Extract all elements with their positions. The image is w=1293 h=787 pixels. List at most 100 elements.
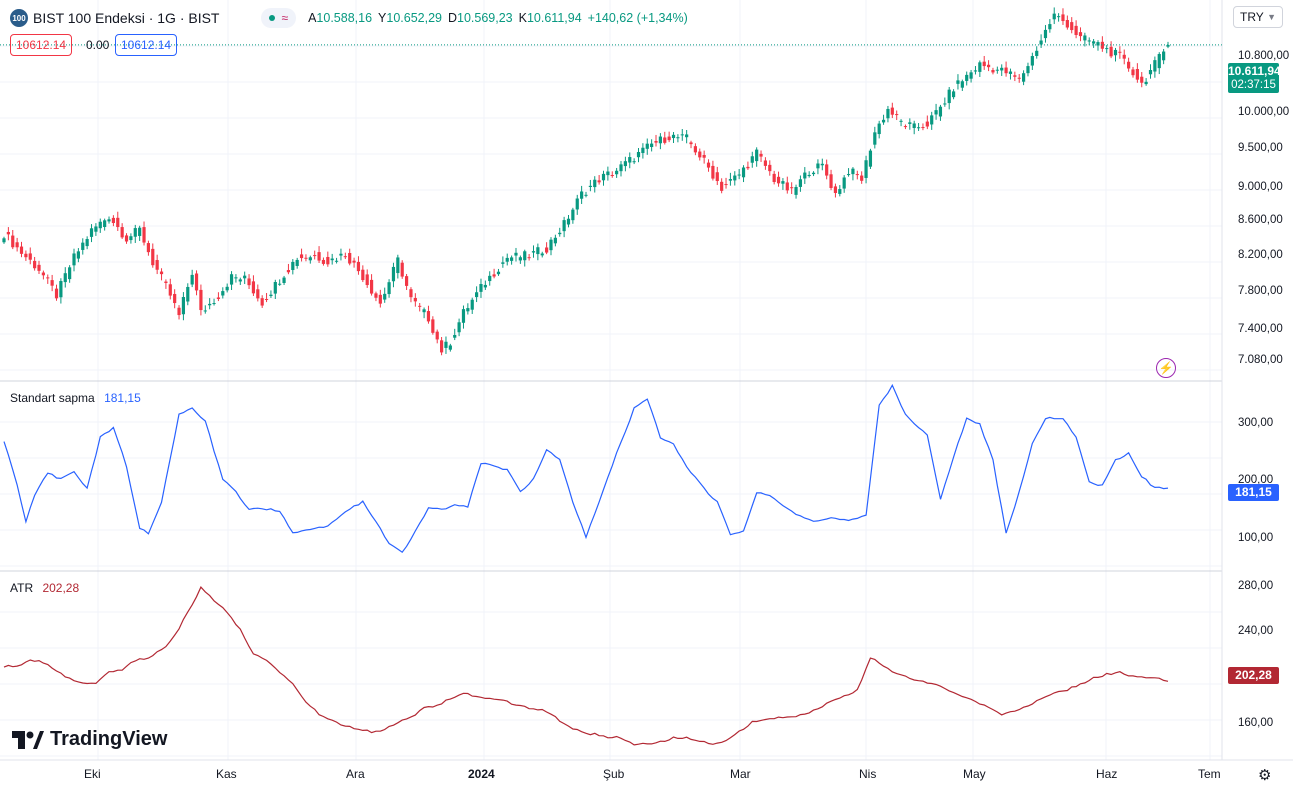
candle-body xyxy=(155,260,159,270)
candle-body xyxy=(330,258,334,261)
atr-axis-label: 280,00 xyxy=(1238,580,1274,592)
stddev-axis-label: 200,00 xyxy=(1238,474,1274,486)
candle-body xyxy=(129,236,133,241)
candle-body xyxy=(702,154,706,158)
stddev-line xyxy=(3,383,1169,554)
candle-body xyxy=(479,284,483,292)
candle-body xyxy=(601,173,606,181)
last-price-tag: 10.611,94 02:37:15 xyxy=(1228,63,1281,93)
candle-body xyxy=(1092,41,1096,44)
candle-body xyxy=(216,297,221,299)
atr-value-tag: 202,28 xyxy=(1228,667,1279,684)
atr-axis-label: 240,00 xyxy=(1238,625,1274,637)
candle-body xyxy=(190,274,194,285)
candle-body xyxy=(571,209,575,221)
wave-icon: ≈ xyxy=(281,11,289,25)
candle-body xyxy=(72,253,76,266)
market-status-pill[interactable]: ≈ xyxy=(261,8,297,28)
candle-body xyxy=(588,185,592,187)
candle-body xyxy=(483,284,487,288)
candle-body xyxy=(475,292,479,298)
candle-body xyxy=(1118,51,1122,53)
candle-body xyxy=(435,331,439,340)
candle-body xyxy=(1030,56,1034,66)
candle-body xyxy=(291,261,295,271)
candle-body xyxy=(133,228,137,237)
candle-body xyxy=(208,303,212,306)
price-axis-label: 9.000,00 xyxy=(1238,181,1283,193)
candle-body xyxy=(969,72,973,79)
candle-body xyxy=(1035,50,1039,56)
candle-body xyxy=(645,143,649,149)
candle-body xyxy=(282,277,286,283)
ohlc-change: +140,62 (+1,34%) xyxy=(587,11,688,25)
candle-body xyxy=(391,266,396,282)
candle-body xyxy=(663,137,667,143)
time-axis-label: May xyxy=(963,767,986,781)
candle-body xyxy=(995,69,999,71)
candle-body xyxy=(1026,66,1030,74)
candle-body xyxy=(369,279,374,294)
candle-body xyxy=(1074,25,1078,35)
price-axis-label: 10.000,00 xyxy=(1238,106,1290,118)
candle-body xyxy=(1065,20,1069,28)
tradingview-mark-icon xyxy=(12,730,44,749)
candle-body xyxy=(496,271,501,275)
candle-body xyxy=(842,177,846,189)
currency-selector[interactable]: TRY ▼ xyxy=(1233,6,1283,28)
candle-body xyxy=(247,278,251,286)
price-axis-label: 7.080,00 xyxy=(1238,354,1283,366)
candle-body xyxy=(343,256,347,258)
candle-body xyxy=(947,89,951,104)
candle-body xyxy=(820,163,824,166)
lightning-icon[interactable]: ⚡ xyxy=(1156,358,1176,378)
candle-body xyxy=(518,257,522,261)
buy-price-box[interactable]: 10612.14 xyxy=(115,34,178,56)
sell-price-box[interactable]: 10612.14 xyxy=(10,34,73,56)
candle-body xyxy=(94,226,98,232)
candle-body xyxy=(33,260,37,269)
candle-body xyxy=(409,289,413,298)
candle-body xyxy=(203,310,207,312)
candle-body xyxy=(299,254,304,259)
candle-body xyxy=(720,181,724,191)
candle-body xyxy=(41,272,45,276)
time-axis-label: Eki xyxy=(84,767,101,781)
candle-body xyxy=(269,294,273,297)
candle-body xyxy=(566,218,571,225)
candle-body xyxy=(2,238,6,243)
candle-body xyxy=(741,167,746,178)
candle-body xyxy=(418,305,422,307)
time-axis-label: Mar xyxy=(730,767,751,781)
atr-legend[interactable]: ATR 202,28 xyxy=(10,581,79,595)
candle-body xyxy=(890,107,894,115)
candle-body xyxy=(1048,24,1052,30)
tradingview-logo[interactable]: TradingView xyxy=(12,728,167,751)
candle-body xyxy=(724,184,728,186)
ohlc-open: A10.588,16 xyxy=(308,11,373,25)
candle-body xyxy=(348,252,352,264)
candle-body xyxy=(803,172,807,179)
candle-body xyxy=(536,247,540,255)
candle-body xyxy=(667,136,671,141)
ohlc-low: D10.569,23 xyxy=(447,11,513,25)
candle-body xyxy=(899,120,903,122)
candle-body xyxy=(1021,73,1026,82)
symbol-title[interactable]: BIST 100 Endeksi · 1G · BIST xyxy=(33,10,220,26)
time-axis-label: Şub xyxy=(603,767,625,781)
candle-body xyxy=(986,64,991,68)
candle-body xyxy=(1135,69,1139,80)
ohlc-close: K10.611,94 xyxy=(518,11,582,25)
ohlc-readout: A10.588,16 Y10.652,29 D10.569,23 K10.611… xyxy=(308,11,688,25)
stddev-legend[interactable]: Standart sapma 181,15 xyxy=(10,391,141,405)
candle-body xyxy=(1148,69,1153,75)
candle-body xyxy=(728,179,733,181)
symbol-logo[interactable]: 100 xyxy=(10,9,28,27)
candle-body xyxy=(965,74,969,81)
settings-gear-icon[interactable]: ⚙ xyxy=(1258,767,1272,784)
candle-body xyxy=(1127,61,1131,69)
candle-body xyxy=(444,341,448,348)
candle-body xyxy=(562,220,566,232)
time-axis-label: Haz xyxy=(1096,767,1118,781)
